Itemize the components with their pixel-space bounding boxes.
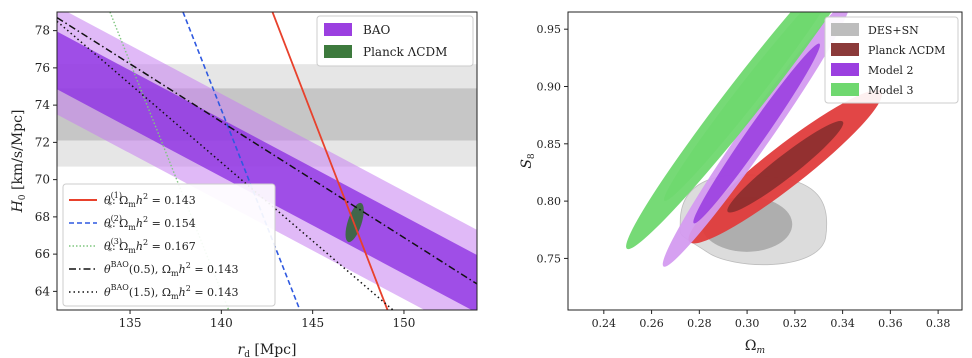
line-theta2	[182, 12, 301, 310]
legend-swatch-2	[831, 63, 859, 76]
right-plot-content	[626, 12, 883, 267]
y-tick-label: 64	[35, 284, 51, 298]
legend-label-0: DES+SN	[868, 24, 919, 37]
legend-top-box	[316, 15, 474, 67]
x-tick-label: 145	[301, 316, 324, 330]
legend-right: DES+SN Planck ΛCDM Model 2 Model 3	[824, 16, 959, 104]
left-plot-content	[57, 12, 477, 310]
y-tick-label: 70	[35, 173, 50, 187]
y-tick-label: 78	[35, 24, 50, 38]
x-tick-label: 140	[210, 316, 233, 330]
x-axis-label: Ωm	[745, 338, 765, 356]
x-axis-label: rd [Mpc]	[238, 342, 297, 358]
right-plot: 0.24 0.26 0.28 0.30 0.32 0.34 0.36 0.38 0.75 0.80…	[519, 11, 963, 356]
legend-swatch-1	[831, 43, 859, 56]
legend-top: BAO Planck ΛCDM	[316, 15, 474, 67]
y-axis-label: H0 [km/s/Mpc]	[10, 110, 28, 214]
contour-planck-inner	[727, 120, 844, 213]
y-tick-label: 68	[35, 210, 50, 224]
y-tick-label: 0.75	[537, 252, 562, 265]
legend-label-1: Planck ΛCDM	[868, 44, 945, 57]
line-bao05	[57, 16, 477, 285]
x-tick-label: 0.30	[735, 317, 760, 330]
x-tick-label: 135	[119, 316, 142, 330]
y-tick-label: 0.95	[537, 23, 562, 36]
left-plot-frame	[56, 11, 478, 311]
legend-label-bao: BAO	[363, 23, 390, 37]
legend-label-2: θ(3) *: Ωmh2 = 0.167	[104, 237, 196, 256]
legend-right-box	[824, 16, 959, 104]
x-tick-label: 0.32	[783, 317, 808, 330]
x-tick-label: 150	[393, 316, 416, 330]
y-tick-label: 0.85	[537, 138, 562, 151]
right-plot-frame	[567, 11, 963, 311]
x-tick-label: 0.36	[878, 317, 903, 330]
legend-swatch-3	[831, 83, 859, 96]
x-tick-label: 0.26	[639, 317, 664, 330]
legend-label-0: θ(1) *: Ωmh2 = 0.143	[104, 191, 196, 210]
legend-label-1: θ(2) *: Ωmh2 = 0.154	[104, 214, 196, 233]
legend-swatch-bao	[324, 23, 352, 36]
line-bao15	[57, 20, 394, 310]
x-tick-label: 0.28	[687, 317, 712, 330]
y-tick-label: 0.90	[537, 81, 562, 94]
legend-swatch-0	[831, 23, 859, 36]
legend-bottom-box	[62, 183, 276, 307]
x-tick-label: 0.38	[926, 317, 951, 330]
y-tick-label: 74	[35, 98, 51, 112]
legend-swatch-planck	[324, 45, 352, 58]
x-tick-label: 0.24	[592, 317, 617, 330]
y-tick-label: 76	[35, 61, 50, 75]
y-tick-label: 0.80	[537, 195, 562, 208]
legend-label-3: θBAO(0.5), Ωmh2 = 0.143	[104, 260, 239, 278]
x-tick-label: 0.34	[830, 317, 855, 330]
legend-label-4: θBAO(1.5), Ωmh2 = 0.143	[104, 283, 239, 301]
left-plot: 135 140 145 150 64 66 68 70 72 74 76 78 rd [Mpc] H0 […	[10, 11, 478, 358]
contour-model2-inner	[693, 43, 820, 224]
legend-label-3: Model 3	[868, 84, 913, 97]
contour-model3-inner	[663, 12, 840, 201]
legend-label-2: Model 2	[868, 64, 913, 77]
y-tick-label: 66	[35, 247, 50, 261]
y-tick-label: 72	[35, 135, 50, 149]
legend-label-planck: Planck ΛCDM	[363, 45, 447, 59]
bao-band-inner	[57, 31, 477, 310]
legend-bottom: θ(1) *: Ωmh2 = 0.143 θ(2) *: Ωmh2 = 0.154 θ(…	[62, 183, 276, 307]
y-axis-label: S8	[519, 153, 537, 169]
line-theta1	[271, 12, 389, 310]
